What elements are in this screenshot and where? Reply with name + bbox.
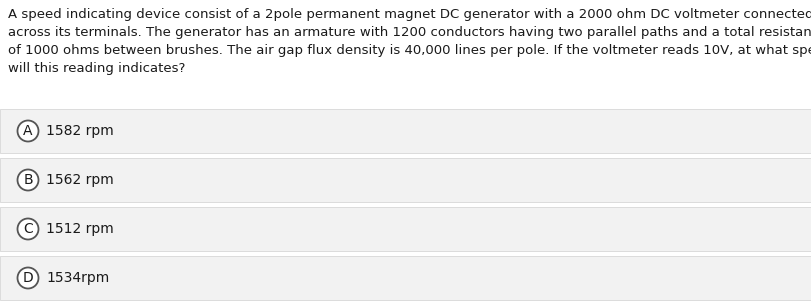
FancyBboxPatch shape <box>0 109 811 153</box>
Text: D: D <box>23 271 33 285</box>
Text: 1512 rpm: 1512 rpm <box>46 222 114 236</box>
Circle shape <box>18 120 38 141</box>
FancyBboxPatch shape <box>0 256 811 300</box>
Text: A speed indicating device consist of a 2pole permanent magnet DC generator with : A speed indicating device consist of a 2… <box>8 8 811 75</box>
FancyBboxPatch shape <box>0 158 811 202</box>
Text: 1534rpm: 1534rpm <box>46 271 109 285</box>
Circle shape <box>18 169 38 191</box>
Circle shape <box>18 218 38 240</box>
Text: B: B <box>24 173 32 187</box>
Text: 1562 rpm: 1562 rpm <box>46 173 114 187</box>
FancyBboxPatch shape <box>0 207 811 251</box>
Text: A: A <box>24 124 32 138</box>
Text: C: C <box>23 222 32 236</box>
Circle shape <box>18 268 38 289</box>
Text: 1582 rpm: 1582 rpm <box>46 124 114 138</box>
